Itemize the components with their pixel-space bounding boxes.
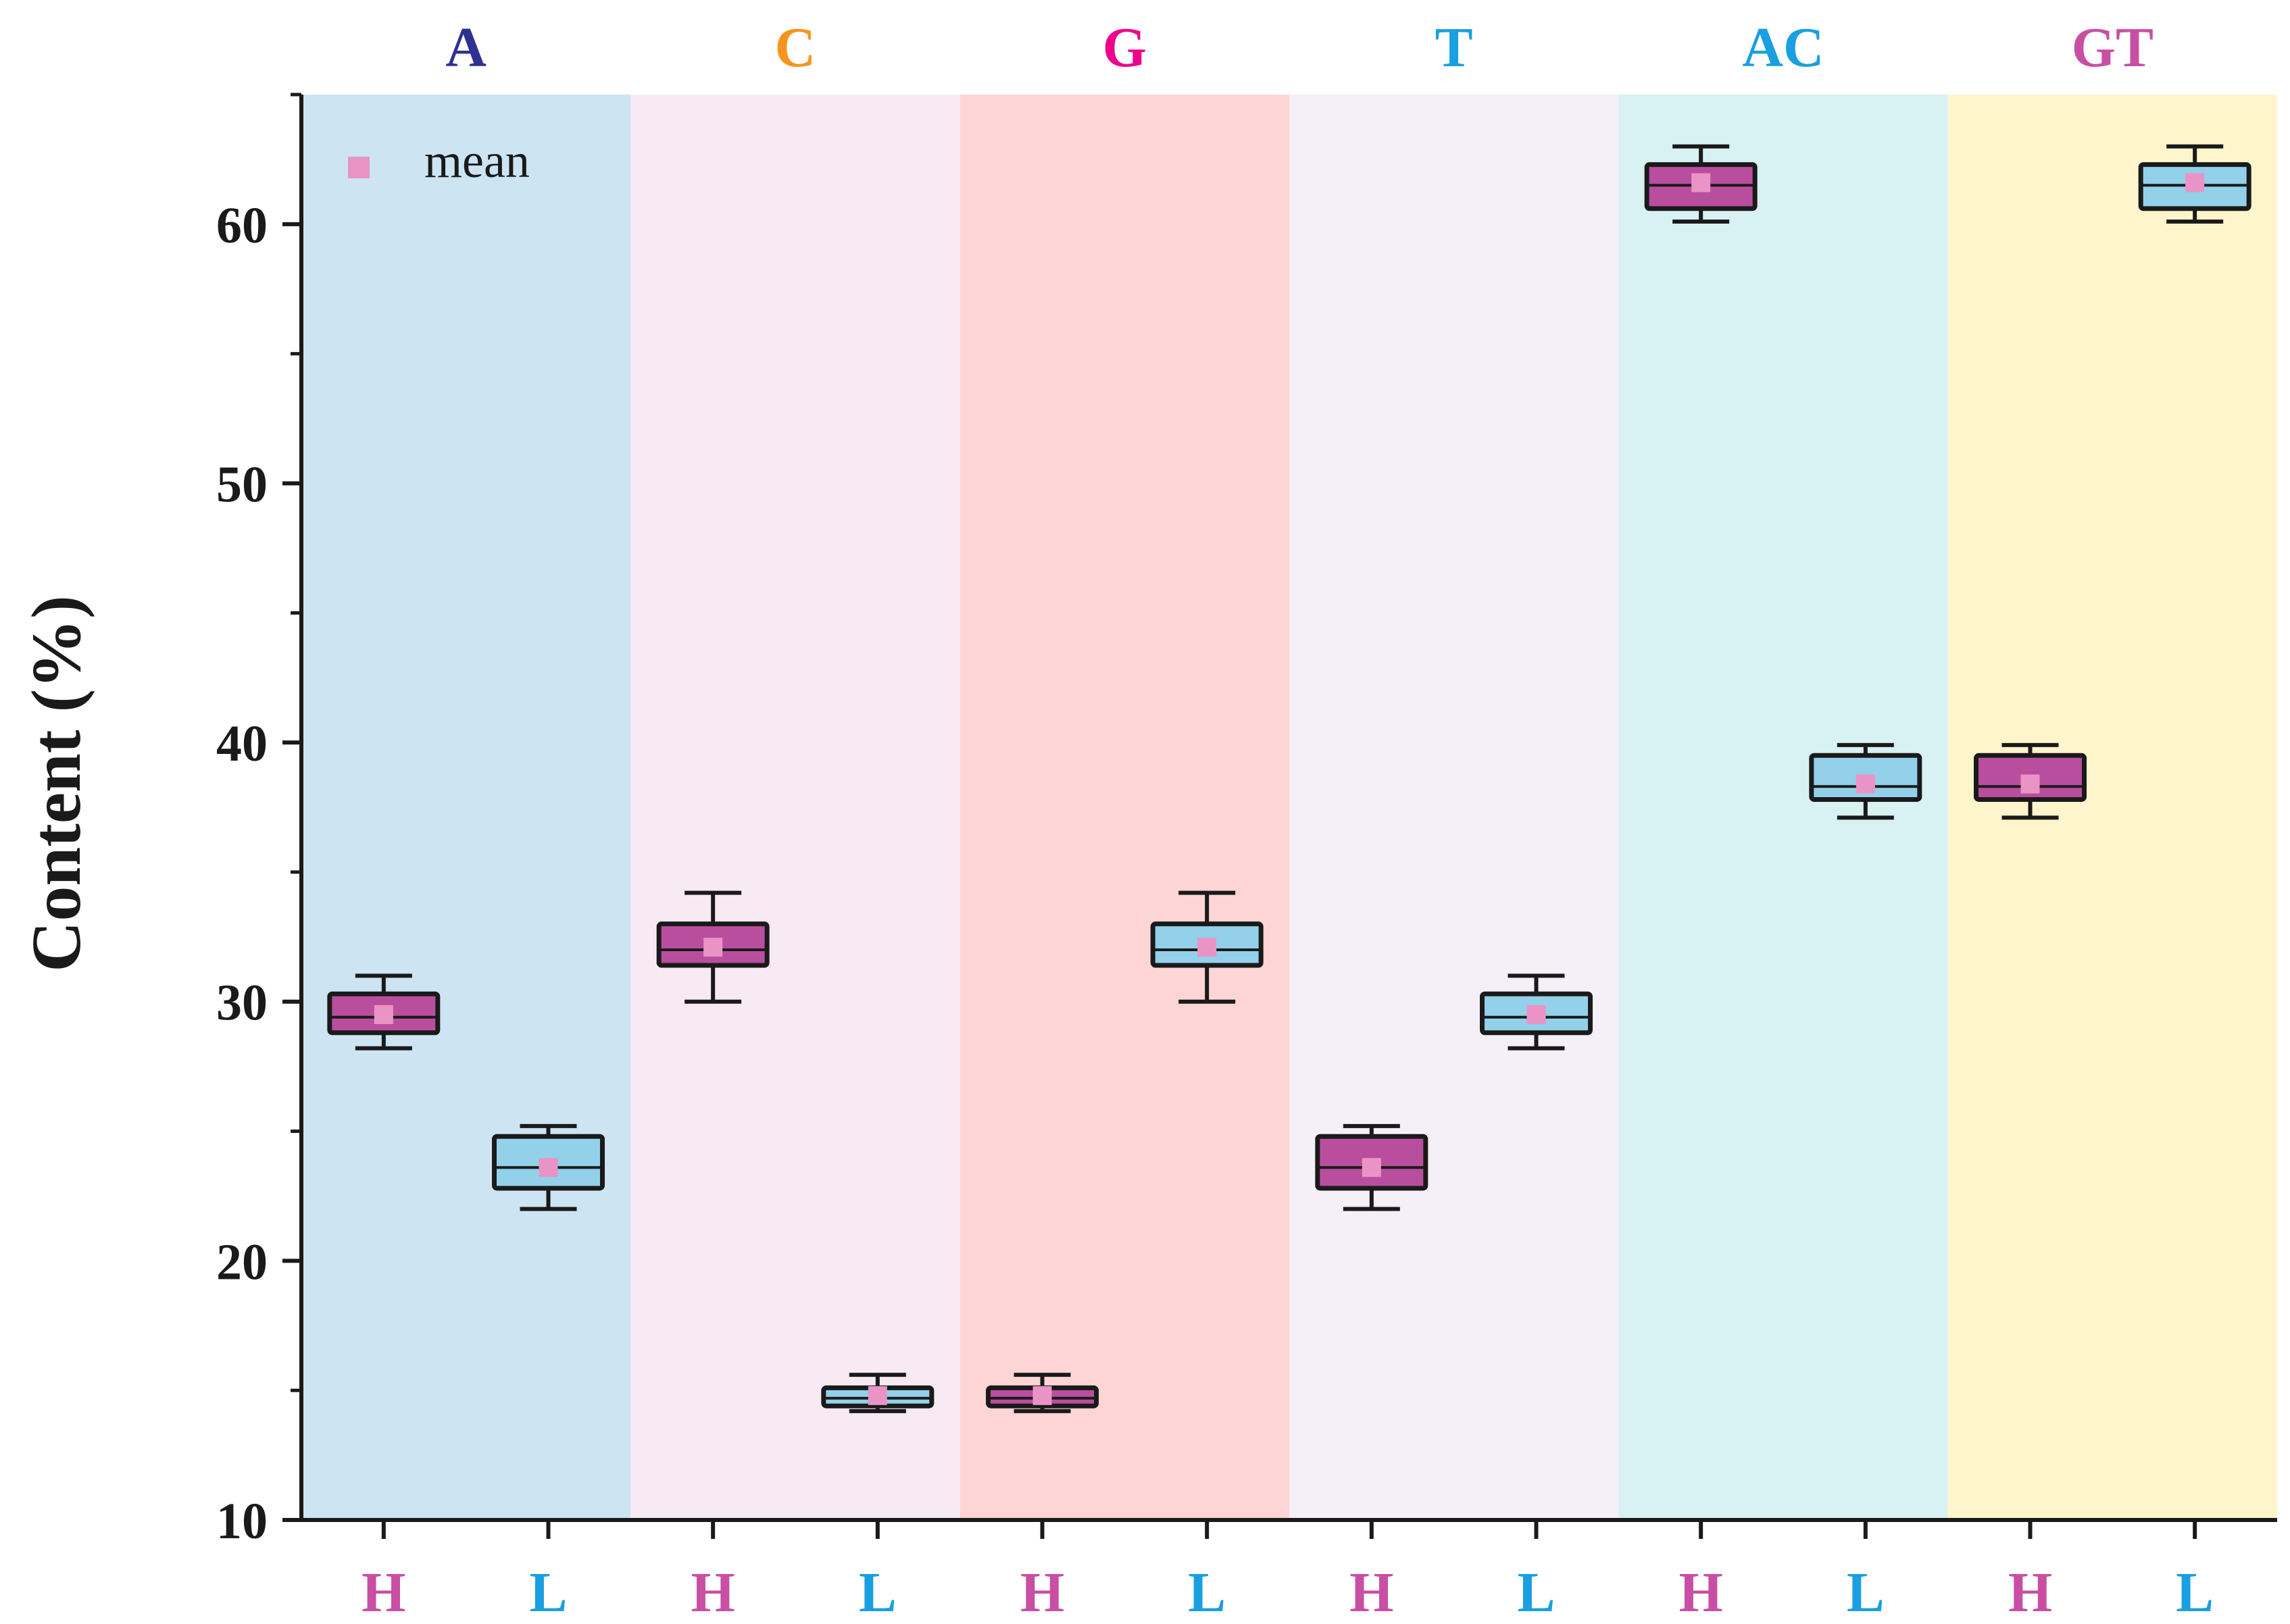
- x-tick-label-h: H: [1678, 1561, 1722, 1624]
- y-axis-label: Content (%): [18, 595, 95, 971]
- panel-bg-t: [1289, 95, 1619, 1520]
- y-tick-label: 20: [216, 1234, 268, 1290]
- panel-title-t: T: [1435, 16, 1473, 79]
- legend: mean: [348, 134, 530, 188]
- box-gt-h-mean-marker: [2020, 774, 2040, 794]
- legend-mean-marker: [348, 157, 370, 178]
- panel-bg-a: [301, 95, 631, 1520]
- box-c-h-mean-marker: [703, 938, 723, 957]
- y-tick-label: 50: [216, 456, 268, 513]
- box-gt-l-mean-marker: [2185, 173, 2205, 193]
- x-tick-label-h: H: [1020, 1561, 1064, 1624]
- x-tick-label-l: L: [529, 1561, 567, 1624]
- legend-label: mean: [424, 134, 530, 188]
- x-tick-label-h: H: [362, 1561, 405, 1624]
- y-tick-label: 60: [216, 197, 268, 254]
- panel-backgrounds: [301, 95, 2277, 1520]
- panel-bg-ac: [1618, 95, 1948, 1520]
- panel-titles: A C G T AC GT: [445, 16, 2154, 79]
- box-t-h-mean-marker: [1362, 1158, 1381, 1177]
- box-c-l-mean-marker: [868, 1386, 887, 1405]
- x-tick-label-l: L: [859, 1561, 897, 1624]
- x-tick-label-l: L: [1517, 1561, 1555, 1624]
- panel-title-ac: AC: [1742, 16, 1824, 79]
- x-tick-label-h: H: [1349, 1561, 1393, 1624]
- panel-bg-g: [960, 95, 1289, 1520]
- panel-title-a: A: [445, 16, 487, 79]
- x-tick-label-l: L: [1188, 1561, 1226, 1624]
- box-ac-l-mean-marker: [1856, 774, 1875, 794]
- box-g-l-mean-marker: [1197, 938, 1217, 957]
- boxes: [327, 144, 2251, 1413]
- panel-bg-gt: [1947, 95, 2277, 1520]
- x-tick-label-l: L: [2176, 1561, 2214, 1624]
- y-tick-label: 30: [216, 975, 268, 1032]
- y-tick-label: 40: [216, 715, 268, 772]
- box-g-h-mean-marker: [1032, 1386, 1052, 1405]
- y-tick-label: 10: [216, 1493, 268, 1550]
- box-t-l-mean-marker: [1526, 1005, 1546, 1024]
- panel-title-g: G: [1103, 16, 1147, 79]
- panel-title-gt: GT: [2072, 16, 2154, 79]
- box-a-h-mean-marker: [374, 1005, 393, 1024]
- x-tick-label-h: H: [691, 1561, 735, 1624]
- panel-bg-c: [630, 95, 960, 1520]
- x-tick-label-l: L: [1847, 1561, 1885, 1624]
- panel-title-c: C: [775, 16, 816, 79]
- axes: 10 20 30 40 50 60 H L H L H L H L H L H L: [216, 93, 2277, 1624]
- box-a-l-mean-marker: [539, 1158, 558, 1177]
- box-ac-h-mean-marker: [1691, 173, 1711, 193]
- x-tick-label-h: H: [2008, 1561, 2052, 1624]
